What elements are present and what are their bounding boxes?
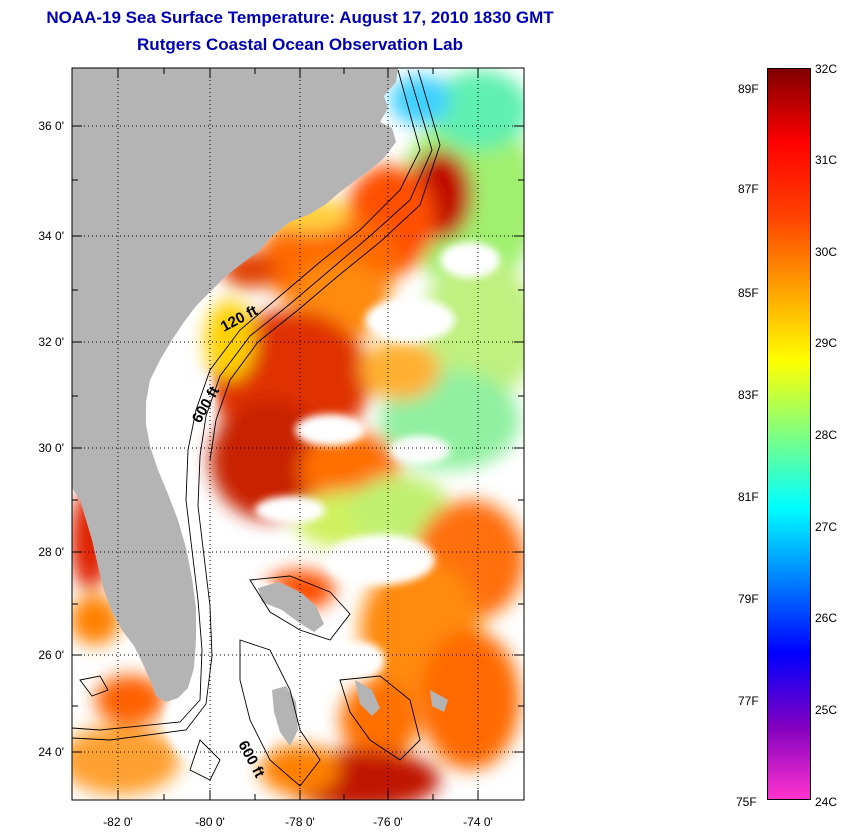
- land-us-mainland: [72, 68, 398, 702]
- lat-tick-label: 36 0': [38, 119, 64, 133]
- colorbar-f-label: 75F: [736, 795, 757, 809]
- colorbar-c-label: 32C: [815, 62, 838, 76]
- colorbar-f-label: 83F: [738, 388, 759, 402]
- colorbar-f-label: 85F: [738, 286, 759, 300]
- axis-ticks: [72, 68, 524, 800]
- colorbar-c-label: 28C: [815, 428, 838, 442]
- lon-tick-label: -80 0': [195, 815, 225, 829]
- lat-tick-label: 28 0': [38, 545, 64, 559]
- colorbar-f-label: 81F: [738, 490, 759, 504]
- colorbar-f-label: 89F: [738, 82, 759, 96]
- colorbar-f-label: 77F: [738, 694, 759, 708]
- colorbar-c-label: 27C: [815, 520, 838, 534]
- colorbar-f-label: 87F: [738, 182, 759, 196]
- lat-tick-label: 30 0': [38, 441, 64, 455]
- lat-tick-label: 24 0': [38, 745, 64, 759]
- colorbar-c-label: 31C: [815, 153, 838, 167]
- colorbar-c-label: 29C: [815, 336, 838, 350]
- colorbar-c-label: 26C: [815, 611, 838, 625]
- land-islands: [258, 582, 448, 746]
- lat-tick-labels: 36 0' 34 0' 32 0' 30 0' 28 0' 26 0' 24 0…: [38, 119, 64, 759]
- colorbar-f-label: 79F: [738, 592, 759, 606]
- lon-tick-label: -74 0': [463, 815, 493, 829]
- lon-tick-label: -76 0': [373, 815, 403, 829]
- colorbar-c-label: 30C: [815, 245, 838, 259]
- title-line-2: Rutgers Coastal Ocean Observation Lab: [137, 35, 463, 54]
- graticule: [72, 68, 524, 800]
- colorbar-c-label: 25C: [815, 703, 838, 717]
- colorbar-c-label: 24C: [815, 795, 838, 809]
- lon-tick-labels: -82 0' -80 0' -78 0' -76 0' -74 0': [103, 815, 493, 829]
- temperature-colorbar: [767, 68, 811, 800]
- bathymetry-contours: [72, 69, 441, 787]
- lon-tick-label: -82 0': [103, 815, 133, 829]
- lat-tick-label: 34 0': [38, 229, 64, 243]
- lon-tick-label: -78 0': [285, 815, 315, 829]
- lat-tick-label: 26 0': [38, 648, 64, 662]
- map-frame: [71, 67, 525, 801]
- title-line-1: NOAA-19 Sea Surface Temperature: August …: [46, 8, 554, 27]
- lat-tick-label: 32 0': [38, 335, 64, 349]
